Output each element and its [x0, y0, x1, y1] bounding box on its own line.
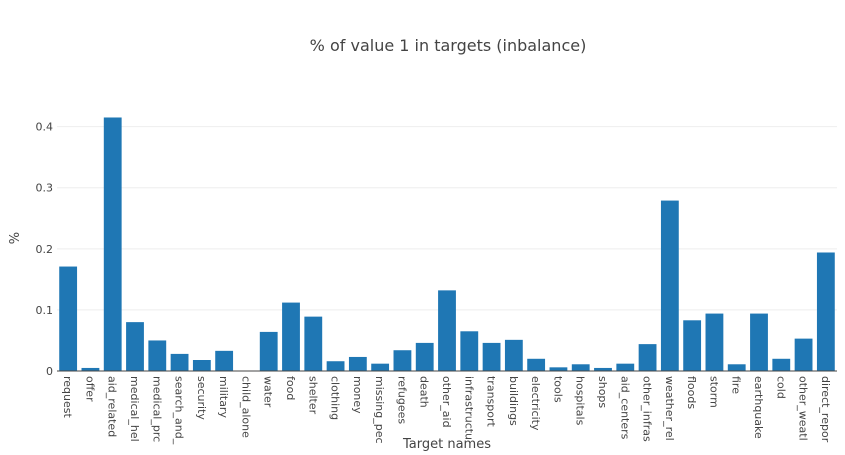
x-tick-label: buildings — [507, 376, 520, 426]
x-tick-label: child_alone — [239, 376, 252, 438]
x-tick-label: request — [61, 376, 74, 419]
bar — [304, 316, 323, 371]
x-tick-label: other_infras — [641, 376, 654, 442]
bar — [415, 342, 434, 371]
bar — [571, 364, 590, 371]
y-tick-labels: 0 0.1 0.2 0.3 0.4 — [36, 121, 54, 378]
x-tick-label: military — [217, 376, 230, 418]
bar — [103, 117, 122, 371]
y-tick-label: 0.3 — [36, 182, 54, 195]
x-axis-title: Target names — [402, 437, 491, 451]
bar — [660, 200, 679, 371]
x-tick-label: electricity — [529, 376, 542, 431]
bar — [192, 360, 211, 371]
x-tick-label: offer — [83, 376, 96, 402]
x-tick-label: food — [284, 376, 297, 400]
bar — [326, 361, 345, 371]
bar — [348, 356, 367, 371]
x-tick-label: direct_repor — [819, 376, 832, 443]
x-tick-label: security — [195, 376, 208, 420]
x-tick-label: search_and_ — [173, 376, 186, 445]
x-tick-label: water — [262, 376, 275, 408]
bar — [215, 350, 234, 371]
x-tick-label: weather_rel — [663, 376, 676, 441]
bar — [438, 290, 456, 371]
x-tick-label: cold — [774, 376, 787, 399]
x-tick-label: other_aid — [440, 376, 453, 428]
bar — [727, 364, 746, 371]
bar — [81, 367, 100, 371]
x-tick-label: transport — [485, 376, 498, 428]
bar — [549, 367, 568, 371]
x-tick-label: storm — [707, 376, 720, 408]
x-tick-label: hospitals — [574, 376, 587, 426]
y-tick-label: 0.1 — [36, 304, 54, 317]
y-tick-label: 0.4 — [36, 121, 54, 134]
x-tick-label: shelter — [306, 376, 319, 415]
x-tick-label: tools — [551, 376, 564, 403]
bar — [594, 367, 612, 371]
x-tick-label: refugees — [395, 376, 408, 424]
bar — [705, 313, 724, 371]
x-tick-label: medical_prc — [150, 376, 163, 442]
bar — [371, 363, 390, 371]
bar — [170, 353, 189, 371]
bar — [504, 339, 523, 371]
chart-title: % of value 1 in targets (inbalance) — [310, 36, 587, 55]
x-tick-label: aid_centers — [618, 376, 631, 440]
bar — [750, 313, 768, 371]
x-tick-labels: request offer aid_related medical_hel medica… — [61, 376, 832, 445]
x-tick-label: money — [351, 376, 364, 414]
bar — [126, 322, 144, 371]
y-axis-title: % — [8, 232, 23, 244]
x-tick-label: clothing — [329, 376, 342, 420]
bar — [282, 302, 300, 371]
x-tick-label: floods — [685, 376, 698, 409]
y-tick-label: 0.2 — [36, 243, 54, 256]
x-tick-label: other_weatl — [797, 376, 810, 441]
bar — [638, 344, 657, 371]
bar — [616, 363, 635, 371]
x-tick-label: shops — [596, 376, 609, 408]
x-tick-label: missing_pec — [373, 376, 386, 444]
bar — [794, 338, 813, 371]
bar — [460, 331, 479, 371]
x-tick-label: medical_hel — [128, 376, 141, 442]
gridlines — [57, 126, 837, 311]
bars — [59, 117, 835, 371]
bar — [772, 358, 791, 371]
x-tick-label: death — [418, 376, 431, 408]
bar — [148, 340, 167, 371]
x-tick-label: aid_related — [106, 376, 119, 437]
x-tick-label: infrastructu — [462, 376, 475, 440]
bar — [482, 342, 501, 371]
y-tick-label: 0 — [46, 365, 53, 378]
bar — [393, 350, 412, 371]
bar — [259, 331, 278, 371]
bar — [816, 252, 835, 371]
bar — [59, 266, 78, 371]
x-tick-label: fire — [730, 376, 743, 394]
bar — [683, 320, 702, 371]
x-tick-label: earthquake — [752, 376, 765, 439]
bar — [527, 358, 546, 371]
